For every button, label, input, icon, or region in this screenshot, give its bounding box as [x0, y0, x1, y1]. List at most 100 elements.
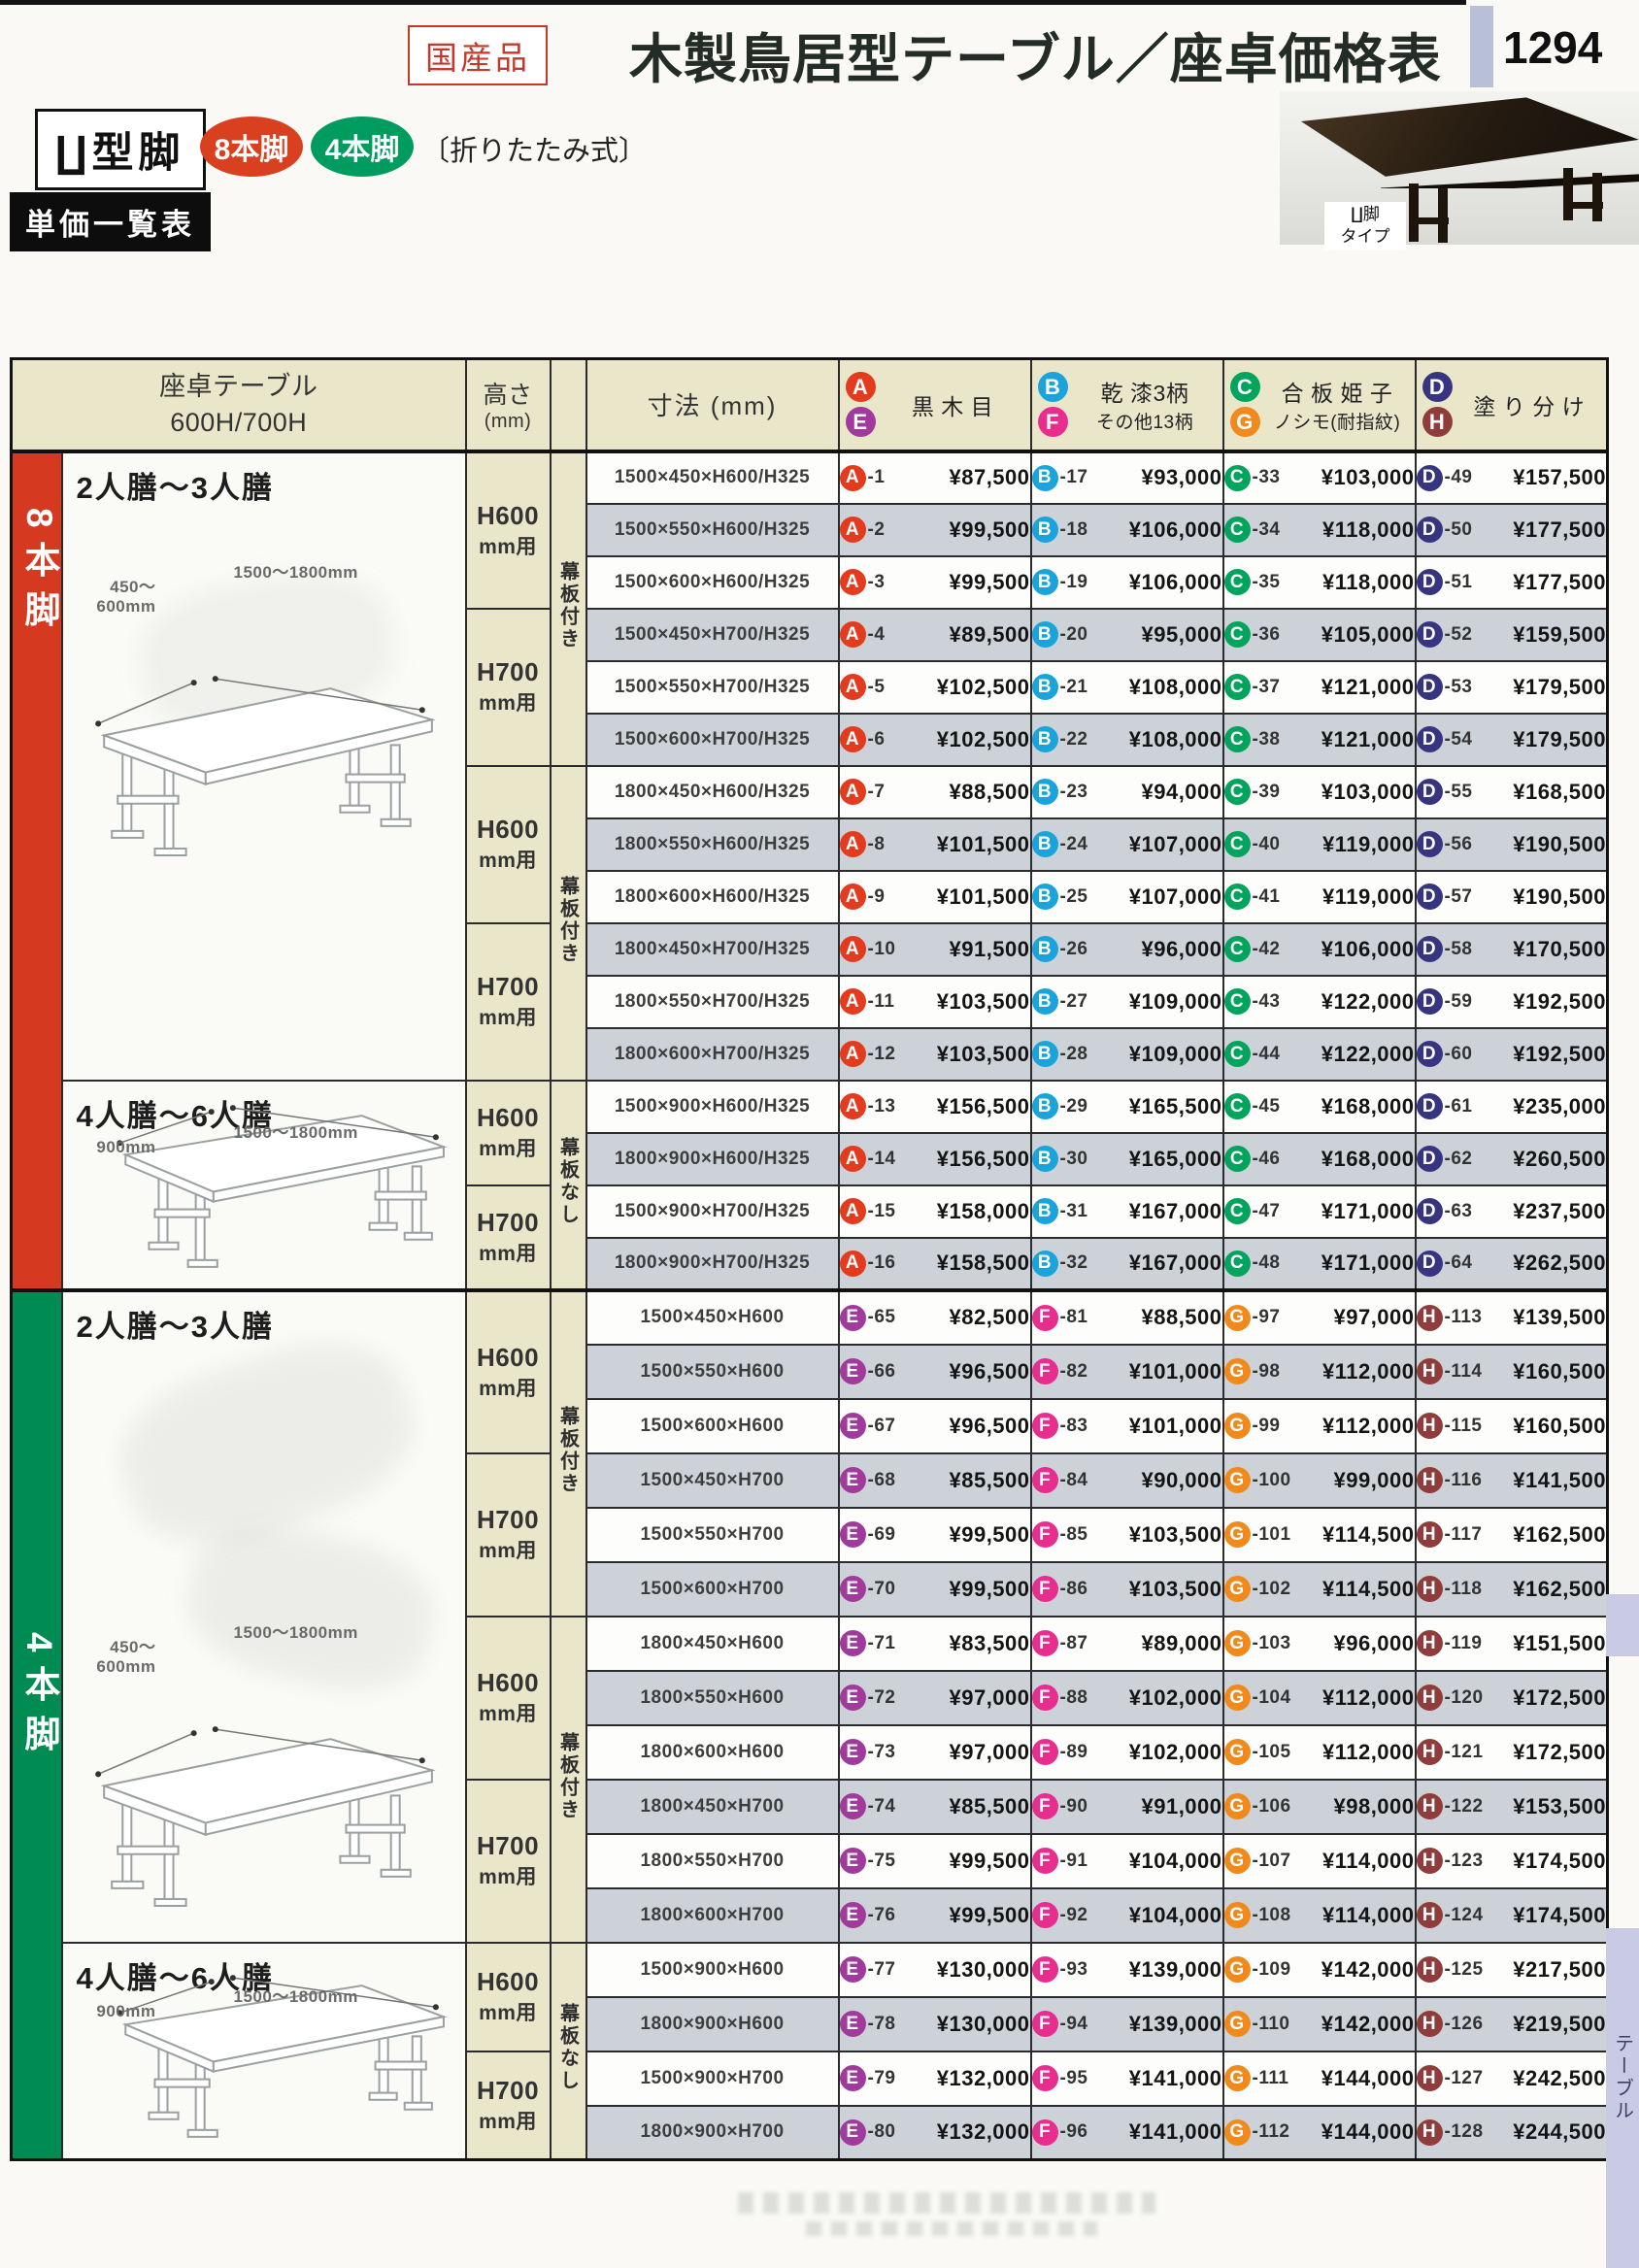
col-header-height: 高さ (mm): [464, 357, 552, 452]
price-row: H700 mm用 1500×900×H700 E -79 ¥132,000 F -95 ¥141…: [12, 2050, 1609, 2161]
price-value: ¥159,500: [1513, 621, 1607, 647]
code-badge: F: [1032, 1684, 1058, 1711]
price-value: ¥106,000: [1321, 936, 1415, 961]
code-badge: G: [1224, 2118, 1251, 2146]
price-cell: H -121 ¥172,500: [1414, 1723, 1609, 1781]
code-badge: D: [1417, 779, 1443, 805]
size-value: 1500×450×H700/H325: [585, 607, 840, 662]
finish-label: 乾 漆3柄: [1100, 381, 1189, 407]
table-header-row: 座卓テーブル 600H/700H 高さ (mm) 寸法 (mm) A E: [10, 357, 1609, 452]
width-dimension-label: 1500〜1800mm: [233, 1122, 358, 1142]
price-cell: F -81 ¥88,500: [1029, 1287, 1224, 1346]
code-h-icon: H: [1422, 407, 1453, 438]
code-number: -4: [867, 623, 886, 645]
price-cell: E -66 ¥96,500: [837, 1343, 1032, 1400]
code-number: -57: [1444, 885, 1473, 907]
price-cell: D -58 ¥170,500: [1414, 921, 1609, 977]
code-badge: H: [1417, 1304, 1443, 1331]
code-badge: H: [1417, 1576, 1443, 1602]
price-value: ¥101,500: [936, 884, 1030, 909]
code-number: -71: [867, 1632, 896, 1653]
price-cell: A -1 ¥87,500: [837, 449, 1032, 505]
col-header-finish-a: A E 黒 木 目: [837, 357, 1032, 452]
code-badge: H: [1417, 1793, 1443, 1819]
product-header-line1: 座卓テーブル: [159, 372, 318, 402]
height-cell: H600 mm用: [464, 449, 552, 610]
code-number: -112: [1252, 2121, 1290, 2143]
code-number: -93: [1059, 1958, 1088, 1980]
depth-label-line1: 900mm: [96, 2001, 156, 2020]
price-row: 4本脚 2人膳〜3人膳 450〜 600mm 1500〜1800mm H600 mm用 幕板付…: [10, 1287, 1609, 2161]
code-badge: F: [1032, 1358, 1058, 1384]
code-badge: A: [840, 726, 866, 752]
code-badge: A: [840, 569, 866, 595]
price-value: ¥112,000: [1321, 1739, 1415, 1764]
price-row: 1800×900×H700/H325 A -16 ¥158,500 B -32 ¥167,0…: [12, 1236, 1609, 1291]
price-value: ¥139,000: [1128, 2011, 1222, 2036]
photo-caption-line1: ∐脚: [1351, 205, 1380, 223]
height-unit: mm用: [479, 2002, 537, 2024]
price-value: ¥94,000: [1141, 779, 1222, 804]
width-dimension-label: 1500〜1800mm: [233, 1986, 358, 2006]
code-number: -65: [867, 1307, 896, 1327]
code-badge: B: [1032, 1041, 1058, 1067]
folding-note: 〔折りたたみ式〕: [421, 136, 648, 167]
price-row: 1800×550×H600 E -72 ¥97,000 F -88 ¥102,000 G -10…: [12, 1669, 1609, 1726]
code-badge: F: [1032, 1848, 1058, 1874]
price-value: ¥99,500: [949, 1521, 1030, 1547]
code-number: -34: [1252, 518, 1281, 540]
code-number: -38: [1252, 728, 1281, 750]
price-value: ¥114,000: [1321, 1902, 1415, 1927]
price-value: ¥141,000: [1128, 2065, 1222, 2090]
price-value: ¥101,000: [1128, 1358, 1222, 1384]
code-number: -77: [867, 1958, 896, 1980]
price-value: ¥179,500: [1513, 674, 1607, 699]
price-cell: G -109 ¥142,000: [1221, 1941, 1417, 1998]
height-cell: H700 mm用: [464, 921, 552, 1082]
price-cell: G -107 ¥114,000: [1221, 1832, 1417, 1889]
price-cell: A -12 ¥103,500: [837, 1026, 1032, 1082]
price-row: 1500×550×H600/H325 A -2 ¥99,500 B -18 ¥106,000…: [12, 502, 1609, 557]
code-number: -62: [1444, 1148, 1473, 1169]
code-badge: E: [840, 1684, 866, 1711]
height-header-line1: 高さ: [483, 382, 533, 410]
price-cell: G -106 ¥98,000: [1221, 1778, 1417, 1835]
photo-leg-crossbar: [1409, 217, 1449, 224]
price-value: ¥107,000: [1128, 884, 1222, 909]
code-badge: H: [1417, 2065, 1443, 2091]
code-a-icon: A: [845, 372, 876, 403]
section-label: 8本脚: [19, 507, 59, 641]
code-badge: E: [840, 1358, 866, 1384]
table-illustration: 900mm 1500〜1800mm: [69, 1104, 459, 1287]
badge-4-legs: 4本脚: [311, 117, 414, 177]
price-value: ¥139,500: [1513, 1305, 1607, 1329]
price-cell: A -10 ¥91,500: [837, 921, 1032, 977]
price-value: ¥99,500: [949, 1848, 1030, 1873]
price-value: ¥144,000: [1321, 2119, 1415, 2145]
price-value: ¥167,000: [1128, 1251, 1222, 1275]
size-value: 1500×600×H600/H325: [585, 554, 840, 610]
code-number: -11: [867, 990, 895, 1012]
code-badge: C: [1224, 1198, 1251, 1224]
price-value: ¥172,500: [1513, 1684, 1607, 1710]
height-value: H700: [476, 2075, 540, 2105]
height-header-line2: (mm): [484, 411, 532, 433]
code-number: -19: [1059, 571, 1088, 592]
price-value: ¥167,000: [1128, 1198, 1222, 1223]
price-cell: G -105 ¥112,000: [1221, 1723, 1417, 1781]
price-cell: D -60 ¥192,500: [1414, 1026, 1609, 1082]
code-number: -91: [1059, 1850, 1088, 1871]
code-badge: G: [1224, 1358, 1251, 1384]
price-value: ¥91,500: [949, 936, 1030, 961]
price-value: ¥235,000: [1513, 1093, 1607, 1118]
depth-label-line1: 450〜: [110, 577, 156, 596]
price-cell: A -9 ¥101,500: [837, 869, 1032, 924]
height-value: H600: [476, 1342, 540, 1372]
code-number: -106: [1252, 1795, 1291, 1817]
code-badge: A: [840, 988, 866, 1015]
price-cell: C -48 ¥171,000: [1221, 1236, 1417, 1291]
price-value: ¥96,000: [1333, 1630, 1415, 1655]
height-unit: mm用: [479, 1242, 537, 1265]
price-cell: D -63 ¥237,500: [1414, 1184, 1609, 1239]
code-badge: G: [1224, 1304, 1251, 1331]
